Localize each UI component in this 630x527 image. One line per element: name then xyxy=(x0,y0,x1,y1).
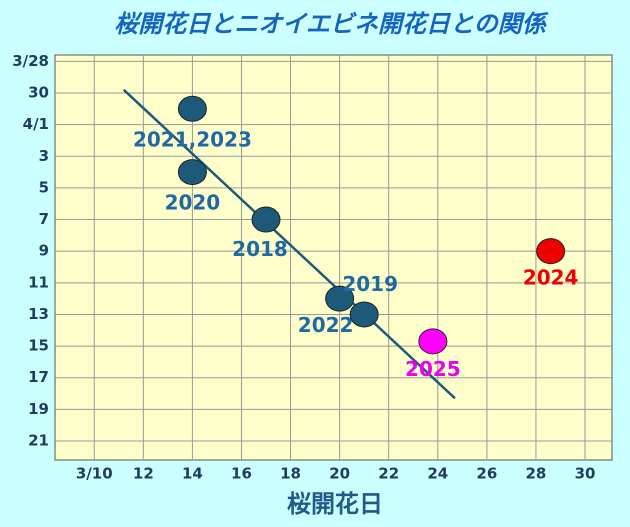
point xyxy=(251,206,281,233)
x-tick-label: 12 xyxy=(133,465,154,483)
y-tick-label: 19 xyxy=(28,400,49,418)
point-label: 2025 xyxy=(405,357,461,381)
chart-title: 桜開花日とニオイエビネ開花日との関係 xyxy=(114,10,549,38)
y-tick-label: 21 xyxy=(28,432,49,450)
y-tick-label: 3 xyxy=(39,147,49,165)
y-tick-label: 30 xyxy=(28,83,49,101)
point xyxy=(177,159,207,186)
y-tick-label: 4/1 xyxy=(23,115,49,133)
point-label: 2020 xyxy=(165,191,221,215)
y-tick-label: 7 xyxy=(39,210,49,228)
x-tick-label: 14 xyxy=(182,465,203,483)
x-tick-label: 24 xyxy=(427,465,448,483)
point xyxy=(349,301,379,328)
y-tick-label: 5 xyxy=(39,178,49,196)
point-label: 2024 xyxy=(523,266,579,290)
point xyxy=(536,238,566,265)
x-tick-label: 30 xyxy=(575,465,596,483)
y-tick-label: 11 xyxy=(28,273,49,291)
x-tick-label: 3/10 xyxy=(76,465,113,483)
y-tick-label: 9 xyxy=(39,242,49,260)
x-tick-label: 20 xyxy=(329,465,350,483)
x-tick-label: 18 xyxy=(280,465,301,483)
x-tick-label: 16 xyxy=(231,465,252,483)
point-label: 2018 xyxy=(232,237,288,261)
plot-area xyxy=(54,54,613,461)
point xyxy=(418,328,448,355)
x-tick-label: 28 xyxy=(525,465,546,483)
trend-line xyxy=(122,88,456,400)
y-tick-label: 3/28 xyxy=(12,52,49,70)
y-tick-label: 13 xyxy=(28,305,49,323)
point-label: 2021,2023 xyxy=(133,127,252,151)
point-label: 2019 xyxy=(342,272,398,296)
x-axis-label: 桜開花日 xyxy=(287,490,383,518)
y-tick-label: 17 xyxy=(28,368,49,386)
x-tick-label: 22 xyxy=(378,465,399,483)
point-label: 2022 xyxy=(298,313,354,337)
point xyxy=(325,285,355,312)
y-tick-label: 15 xyxy=(28,337,49,355)
point xyxy=(177,95,207,122)
x-tick-label: 26 xyxy=(476,465,497,483)
